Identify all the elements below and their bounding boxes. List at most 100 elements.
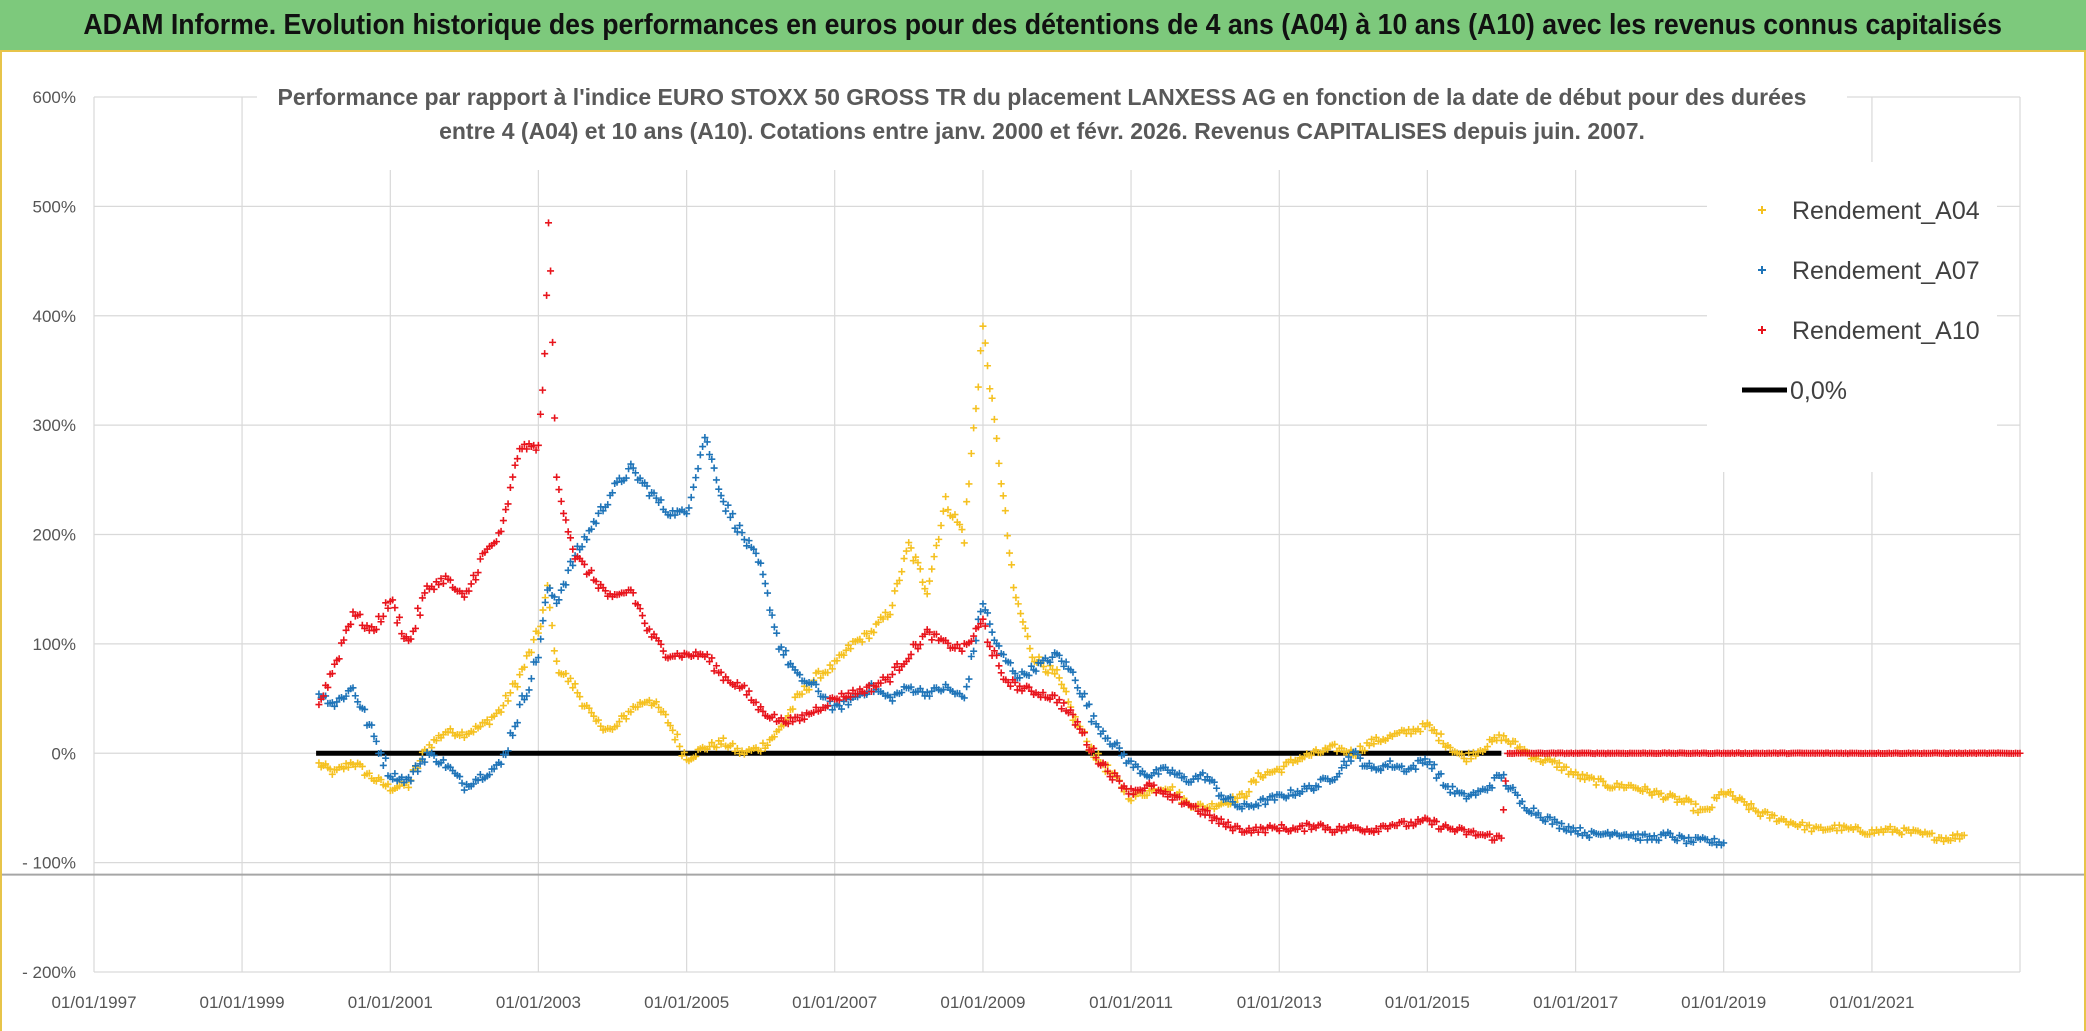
data-point bbox=[1278, 768, 1286, 776]
data-point bbox=[1155, 770, 1163, 778]
data-point bbox=[638, 612, 646, 620]
data-point bbox=[580, 560, 588, 568]
data-point bbox=[418, 594, 426, 602]
data-point bbox=[1534, 809, 1542, 817]
data-point bbox=[534, 629, 542, 637]
data-point bbox=[986, 385, 994, 393]
data-point bbox=[469, 728, 477, 736]
data-point bbox=[492, 709, 500, 717]
data-point bbox=[1039, 689, 1047, 697]
data-point bbox=[370, 732, 378, 740]
data-point bbox=[372, 737, 380, 745]
data-point bbox=[731, 524, 739, 532]
data-point bbox=[1592, 781, 1600, 789]
data-point bbox=[967, 653, 975, 661]
chart-title: Performance par rapport à l'indice EURO … bbox=[257, 76, 1847, 170]
data-point bbox=[1016, 682, 1024, 690]
data-point bbox=[504, 697, 512, 705]
data-point bbox=[1488, 738, 1496, 746]
data-point bbox=[743, 691, 751, 699]
data-point bbox=[1500, 771, 1508, 779]
data-point bbox=[676, 742, 684, 750]
data-point bbox=[569, 545, 577, 553]
data-point bbox=[997, 669, 1005, 677]
data-point bbox=[1567, 828, 1575, 836]
data-point bbox=[377, 618, 385, 626]
data-point bbox=[641, 619, 649, 627]
data-point bbox=[407, 635, 415, 643]
data-point bbox=[1689, 838, 1697, 846]
data-point bbox=[777, 714, 785, 722]
data-point bbox=[798, 711, 806, 719]
data-point bbox=[1113, 739, 1121, 747]
data-point bbox=[1127, 797, 1135, 805]
data-point bbox=[1458, 750, 1466, 758]
data-point bbox=[988, 628, 996, 636]
data-point bbox=[608, 489, 616, 497]
data-point bbox=[1319, 748, 1327, 756]
data-point bbox=[1005, 549, 1013, 557]
data-point bbox=[1310, 786, 1318, 794]
data-point bbox=[759, 707, 767, 715]
data-point bbox=[988, 394, 996, 402]
data-point bbox=[1069, 711, 1077, 719]
data-point bbox=[1680, 798, 1688, 806]
data-point bbox=[881, 608, 889, 616]
data-point bbox=[888, 697, 896, 705]
data-point bbox=[1206, 811, 1214, 819]
data-point bbox=[965, 675, 973, 683]
data-point bbox=[1685, 834, 1693, 842]
data-point bbox=[696, 451, 704, 459]
data-point bbox=[770, 623, 778, 631]
data-point bbox=[1213, 784, 1221, 792]
chart-title-line-1: Performance par rapport à l'indice EURO … bbox=[278, 84, 1807, 110]
data-point bbox=[979, 322, 987, 330]
data-point bbox=[1168, 766, 1176, 774]
data-point bbox=[421, 589, 429, 597]
data-point bbox=[1000, 651, 1008, 659]
data-point bbox=[622, 715, 630, 723]
data-point bbox=[571, 680, 579, 688]
data-point bbox=[1120, 750, 1128, 758]
data-point bbox=[1108, 776, 1116, 784]
data-point bbox=[1928, 829, 1936, 837]
data-point bbox=[659, 647, 667, 655]
data-point bbox=[545, 219, 553, 227]
data-point bbox=[1143, 791, 1151, 799]
data-point bbox=[587, 566, 595, 574]
data-point bbox=[1245, 788, 1253, 796]
data-point bbox=[745, 537, 753, 545]
data-point bbox=[1354, 750, 1362, 758]
data-point bbox=[1770, 812, 1778, 820]
data-point bbox=[1127, 757, 1135, 765]
data-point bbox=[513, 455, 521, 463]
data-point bbox=[497, 527, 505, 535]
data-point bbox=[1024, 632, 1032, 640]
data-point bbox=[1243, 792, 1251, 800]
data-point bbox=[1006, 659, 1014, 667]
data-point bbox=[872, 683, 880, 691]
data-point bbox=[1067, 706, 1075, 714]
data-point bbox=[1365, 741, 1373, 749]
data-point bbox=[995, 662, 1003, 670]
data-point bbox=[1085, 700, 1093, 708]
data-point bbox=[1377, 766, 1385, 774]
data-point bbox=[884, 673, 892, 681]
data-point bbox=[1055, 696, 1063, 704]
data-point bbox=[328, 770, 336, 778]
data-point bbox=[368, 623, 376, 631]
data-point bbox=[583, 536, 591, 544]
data-point bbox=[516, 701, 524, 709]
data-point bbox=[960, 694, 968, 702]
data-point bbox=[340, 765, 348, 773]
data-point bbox=[549, 338, 557, 346]
data-point bbox=[824, 669, 832, 677]
data-point bbox=[1710, 835, 1718, 843]
data-point bbox=[1298, 822, 1306, 830]
data-point bbox=[1708, 803, 1716, 811]
data-point bbox=[898, 689, 906, 697]
data-point bbox=[1562, 763, 1570, 771]
data-point bbox=[1113, 772, 1121, 780]
data-point bbox=[1375, 827, 1382, 835]
data-point bbox=[1462, 758, 1470, 766]
